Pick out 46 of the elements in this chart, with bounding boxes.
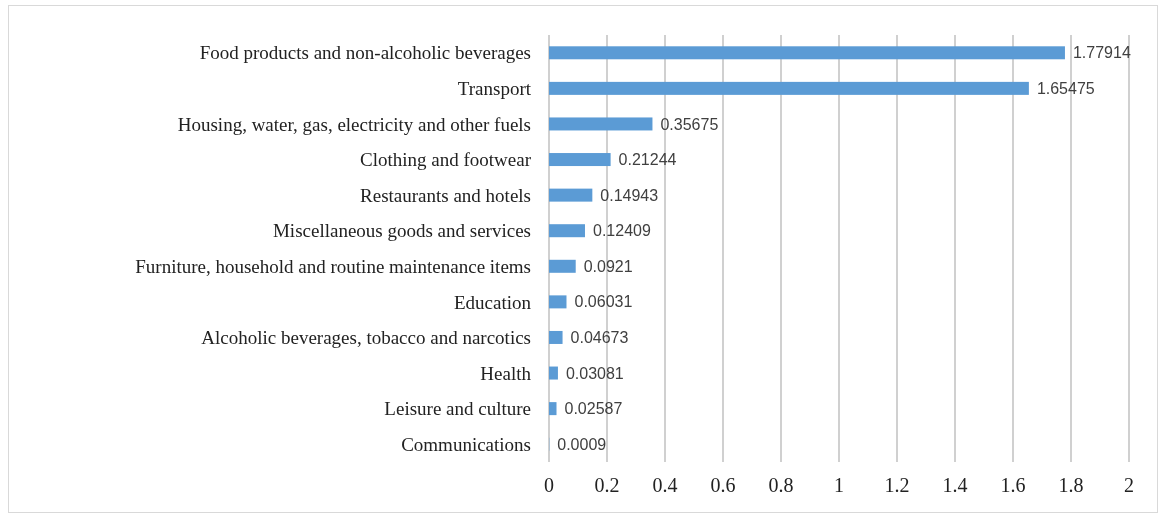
y-tick-label: Miscellaneous goods and services: [272, 220, 531, 242]
x-tick-label: 0.4: [652, 474, 678, 496]
bar: [549, 295, 567, 309]
data-label: 0.06031: [574, 293, 633, 311]
bar: [549, 224, 585, 238]
x-tick-label: 0.6: [710, 474, 736, 496]
data-label: 0.14943: [600, 186, 659, 204]
x-tick-label: 1.8: [1058, 474, 1084, 496]
data-label: 0.0921: [583, 257, 633, 275]
bar: [549, 46, 1065, 60]
data-label: 1.65475: [1036, 79, 1095, 97]
x-tick-label: 1.2: [884, 474, 910, 496]
x-tick-label: 1.6: [1000, 474, 1026, 496]
y-tick-label: Transport: [457, 78, 532, 100]
bar: [549, 259, 576, 273]
x-tick-label: 0: [544, 474, 554, 496]
bar: [549, 366, 558, 380]
bar: [549, 330, 563, 344]
x-tick-label: 1.4: [942, 474, 968, 496]
data-label: 0.35675: [660, 115, 719, 133]
x-tick-label: 0.8: [768, 474, 794, 496]
x-tick-label: 2: [1124, 474, 1134, 496]
y-tick-label: Health: [480, 362, 532, 384]
bar: [549, 402, 557, 416]
data-label: 0.0009: [557, 435, 607, 453]
x-tick-label: 1: [834, 474, 844, 496]
bar: [549, 81, 1029, 95]
data-label: 0.21244: [618, 151, 677, 169]
bar: [549, 188, 593, 202]
bar: [549, 153, 611, 167]
y-tick-label: Communications: [401, 433, 531, 455]
y-tick-label: Leisure and culture: [384, 398, 531, 420]
data-label: 0.12409: [592, 222, 651, 240]
data-label: 1.77914: [1072, 44, 1131, 62]
y-tick-label: Food products and non-alcoholic beverages: [199, 42, 531, 64]
data-label: 0.03081: [565, 364, 624, 382]
x-tick-label: 0.2: [594, 474, 620, 496]
y-tick-label: Furniture, household and routine maintenance items: [135, 255, 531, 277]
y-tick-label: Housing, water, gas, electricity and other fuels: [177, 113, 531, 135]
y-tick-label: Education: [453, 291, 532, 313]
y-tick-label: Restaurants and hotels: [360, 184, 531, 206]
y-tick-label: Clothing and footwear: [360, 149, 532, 171]
data-label: 0.04673: [570, 329, 629, 347]
data-label: 0.02587: [564, 400, 623, 418]
bar: [549, 117, 653, 131]
y-tick-label: Alcoholic beverages, tobacco and narcotics: [201, 327, 531, 349]
